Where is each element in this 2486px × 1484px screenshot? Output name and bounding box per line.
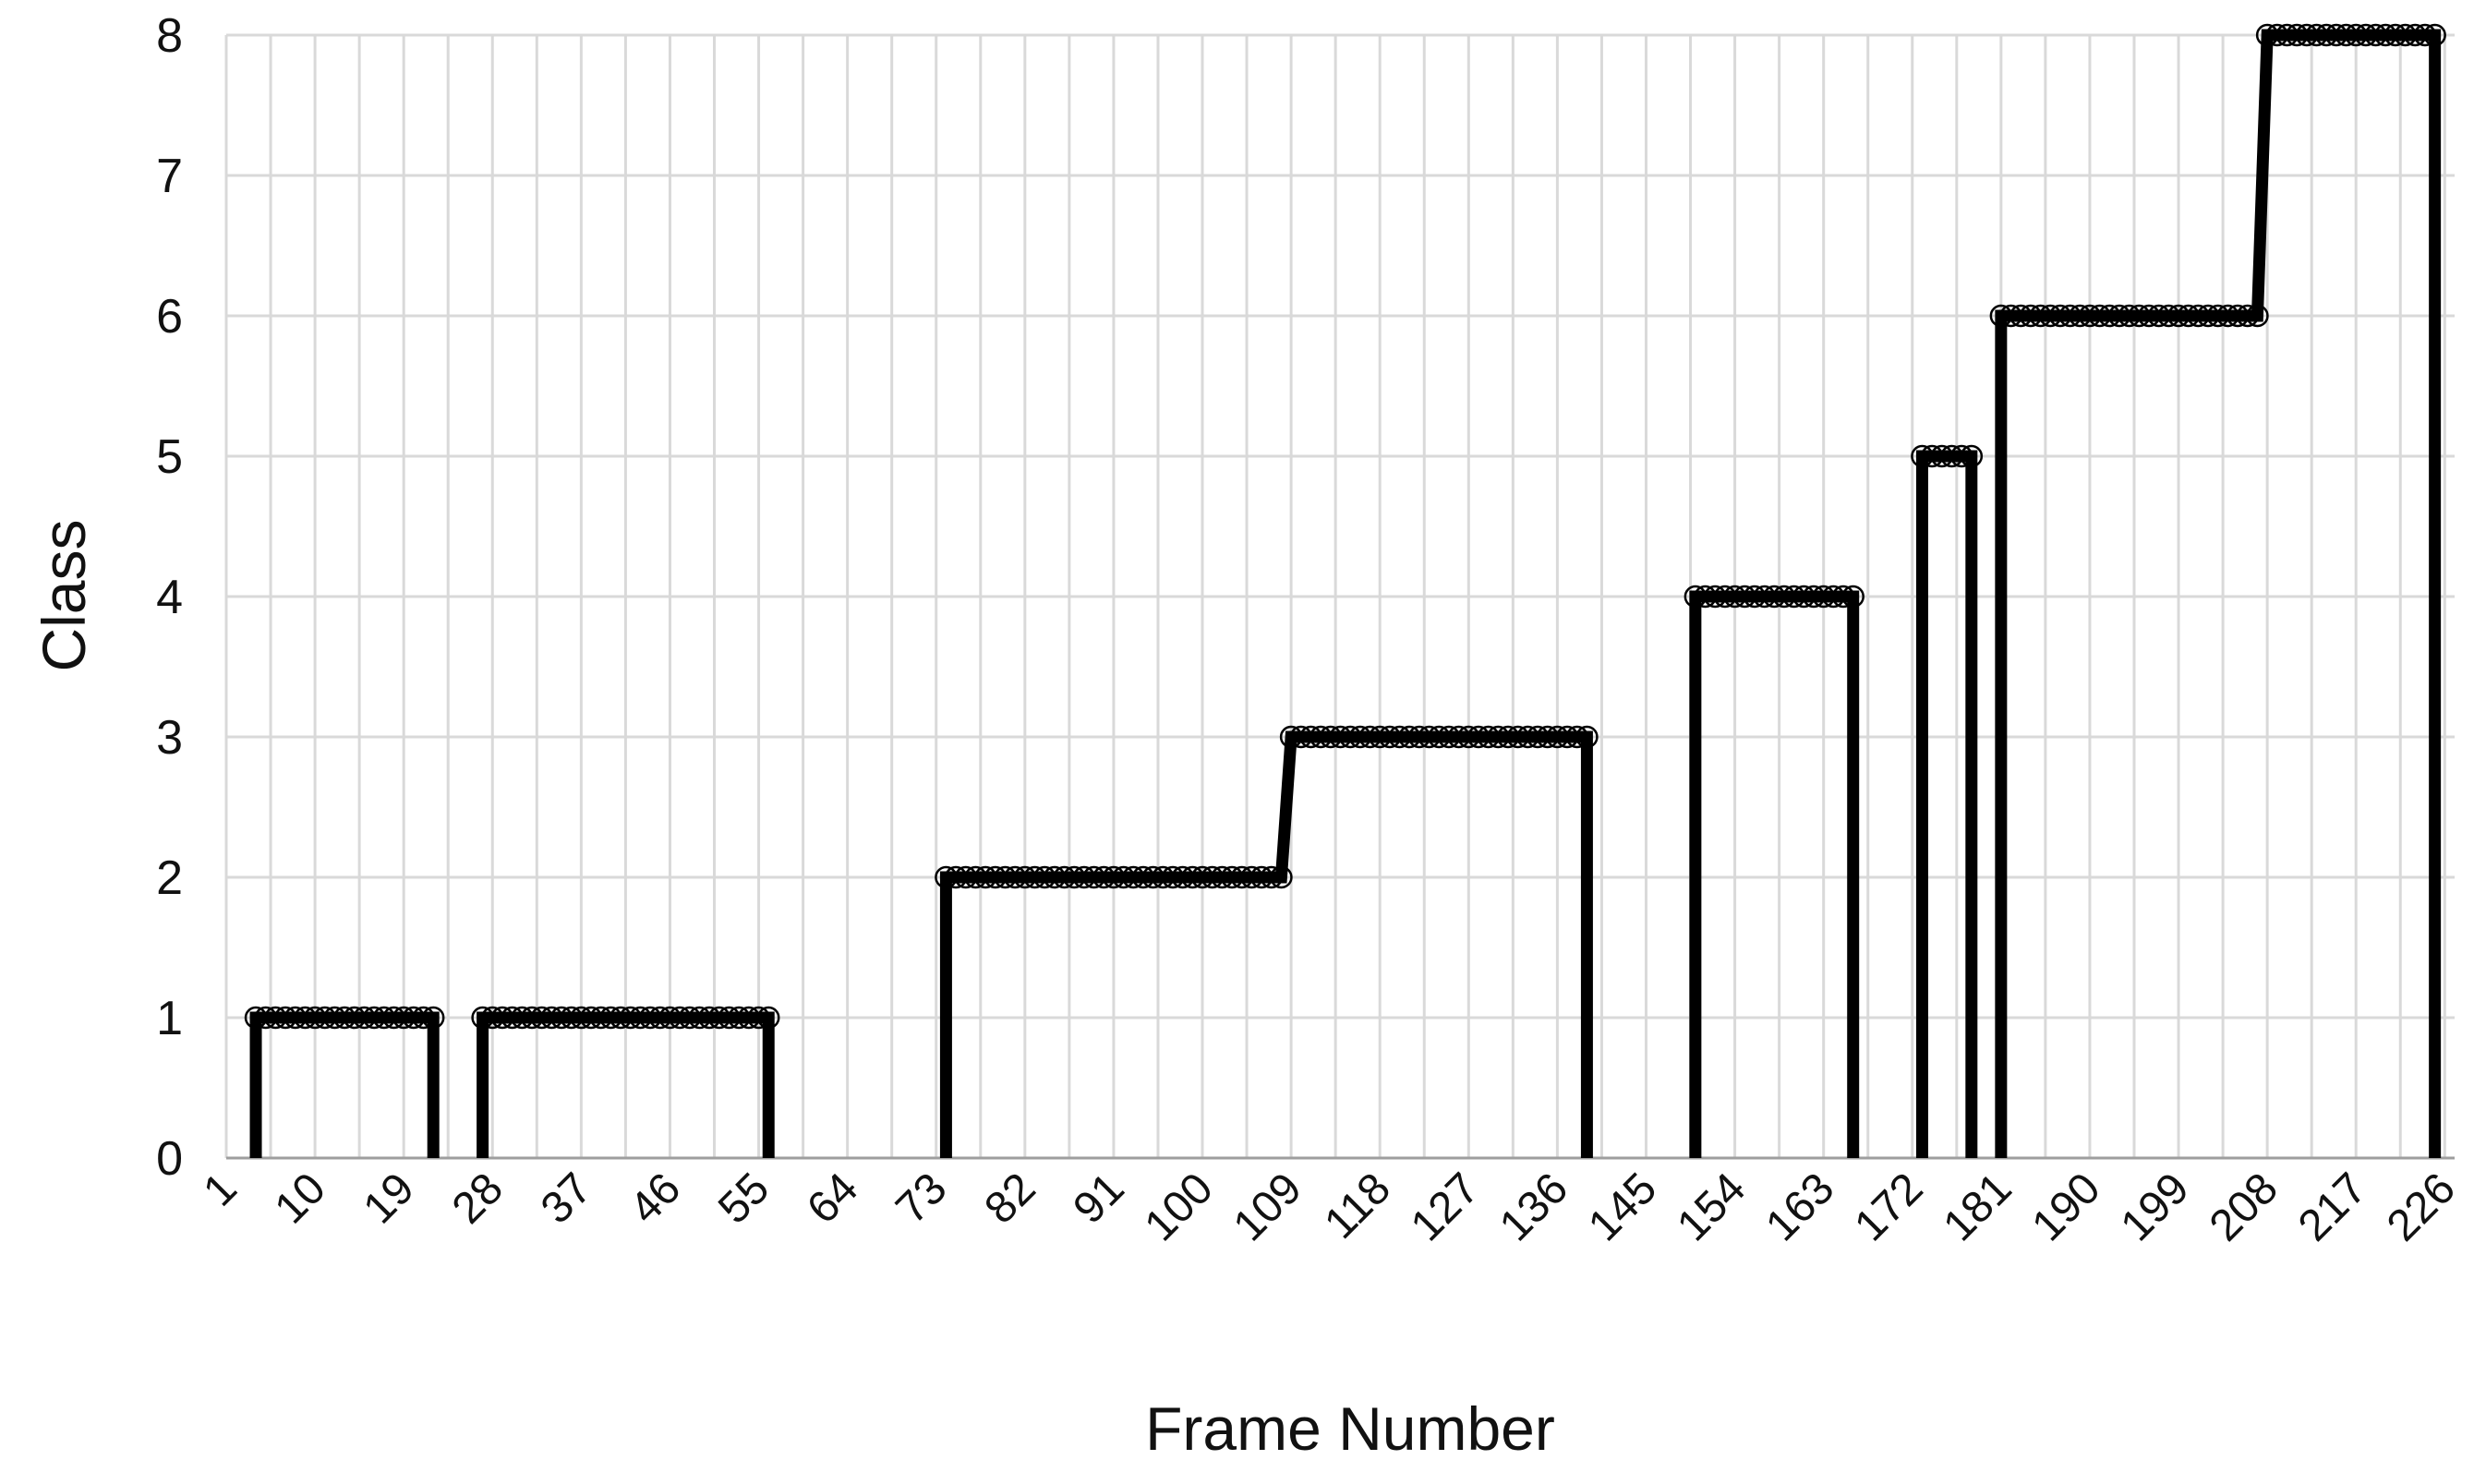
data-point [1575, 725, 1599, 749]
x-tick-label: 127 [1402, 1164, 1489, 1250]
x-tick-label: 190 [2023, 1164, 2110, 1250]
x-tick-label: 118 [1315, 1164, 1400, 1249]
x-axis-title: Frame Number [1145, 1394, 1555, 1463]
x-tick-label: 37 [532, 1164, 601, 1233]
data-point [756, 1006, 780, 1030]
x-tick-label: 154 [1668, 1164, 1755, 1250]
x-tick-label: 100 [1136, 1164, 1223, 1250]
data-point [2413, 23, 2437, 47]
y-tick-label: 0 [156, 1132, 183, 1186]
x-tick-label: 73 [887, 1164, 956, 1233]
x-tick-label: 91 [1064, 1164, 1133, 1233]
x-tick-label: 172 [1845, 1164, 1932, 1250]
y-tick-label: 2 [156, 851, 183, 905]
data-point [1949, 444, 1973, 468]
x-tick-label: 145 [1579, 1164, 1666, 1250]
x-tick-label: 163 [1756, 1164, 1843, 1250]
data-point [1831, 585, 1855, 609]
y-tick-label: 7 [156, 150, 183, 203]
y-tick-label: 8 [156, 9, 183, 63]
y-tick-label: 4 [156, 571, 183, 624]
y-tick-label: 6 [156, 290, 183, 344]
data-point [1260, 865, 1284, 889]
x-tick-label: 226 [2378, 1164, 2465, 1250]
data-point [1841, 585, 1864, 609]
series-layer [244, 23, 2446, 1158]
data-point [747, 1006, 770, 1030]
data-point [421, 1006, 445, 1030]
x-tick-label: 19 [355, 1164, 424, 1233]
x-tick-label: 46 [621, 1164, 690, 1233]
x-tick-label: 136 [1490, 1164, 1577, 1250]
x-tick-label: 217 [2289, 1164, 2376, 1250]
x-tick-label: 181 [1935, 1164, 2021, 1250]
data-point [2236, 304, 2260, 328]
data-point [1960, 444, 1984, 468]
x-tick-label: 1 [194, 1164, 246, 1215]
x-tick-label: 10 [266, 1164, 335, 1233]
y-tick-label: 5 [156, 430, 183, 484]
x-tick-label: 64 [798, 1164, 867, 1233]
x-tick-label: 82 [975, 1164, 1044, 1233]
x-tick-label: 109 [1225, 1164, 1311, 1250]
x-tick-label: 208 [2201, 1164, 2287, 1250]
data-point [2423, 23, 2446, 47]
data-point [1270, 865, 1293, 889]
data-point [2246, 304, 2269, 328]
y-tick-label: 3 [156, 711, 183, 765]
y-axis-title: Class [30, 519, 98, 671]
x-tick-label: 28 [443, 1164, 513, 1233]
x-tick-label: 55 [709, 1164, 778, 1233]
x-tick-label: 199 [2112, 1164, 2199, 1250]
y-tick-label: 1 [156, 992, 183, 1045]
grid-layer [224, 33, 2455, 1160]
data-point [412, 1006, 435, 1030]
data-point [1565, 725, 1588, 749]
